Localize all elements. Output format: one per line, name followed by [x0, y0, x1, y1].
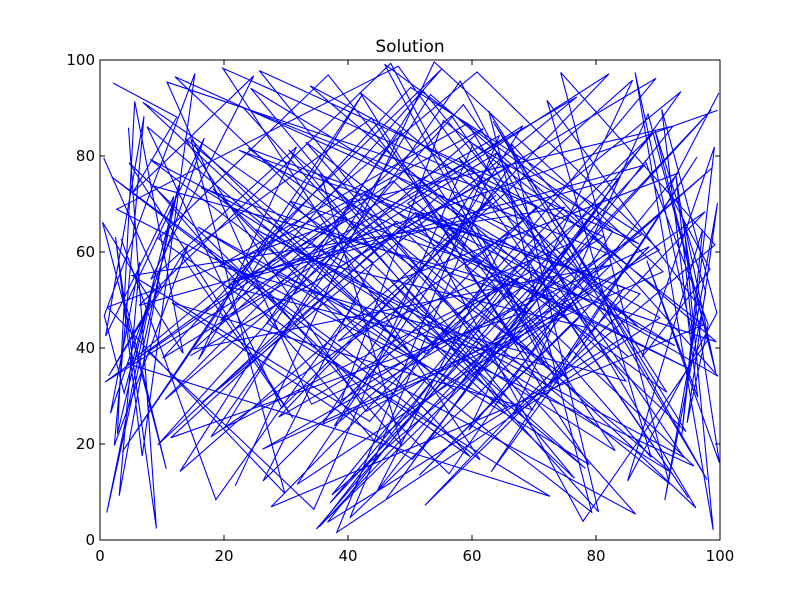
- chart-title: Solution: [375, 37, 444, 57]
- series-line-5: [627, 72, 720, 530]
- plot-frame: [99, 59, 721, 541]
- series-line-1: [104, 63, 718, 534]
- y-tick-label: 40: [76, 339, 95, 357]
- x-tick-label: 60: [462, 547, 481, 565]
- y-tick-label: 20: [76, 435, 95, 453]
- y-tick-label: 80: [76, 147, 95, 165]
- series-line-2: [111, 62, 717, 527]
- y-tick-label: 0: [85, 531, 95, 549]
- x-tick-label: 0: [95, 547, 105, 565]
- x-tick-label: 20: [214, 547, 233, 565]
- y-tick-label: 100: [66, 51, 95, 69]
- series-line-3: [115, 60, 719, 530]
- y-tick-label: 60: [76, 243, 95, 261]
- x-tick-label: 80: [586, 547, 605, 565]
- x-tick-label: 40: [338, 547, 357, 565]
- y-axis: 0 20 40 60 80 100: [66, 51, 720, 549]
- plot-area: [101, 60, 720, 534]
- series-line-4: [101, 73, 205, 529]
- x-tick-label: 100: [706, 547, 735, 565]
- x-axis: 0 20 40 60 80 100: [95, 60, 734, 565]
